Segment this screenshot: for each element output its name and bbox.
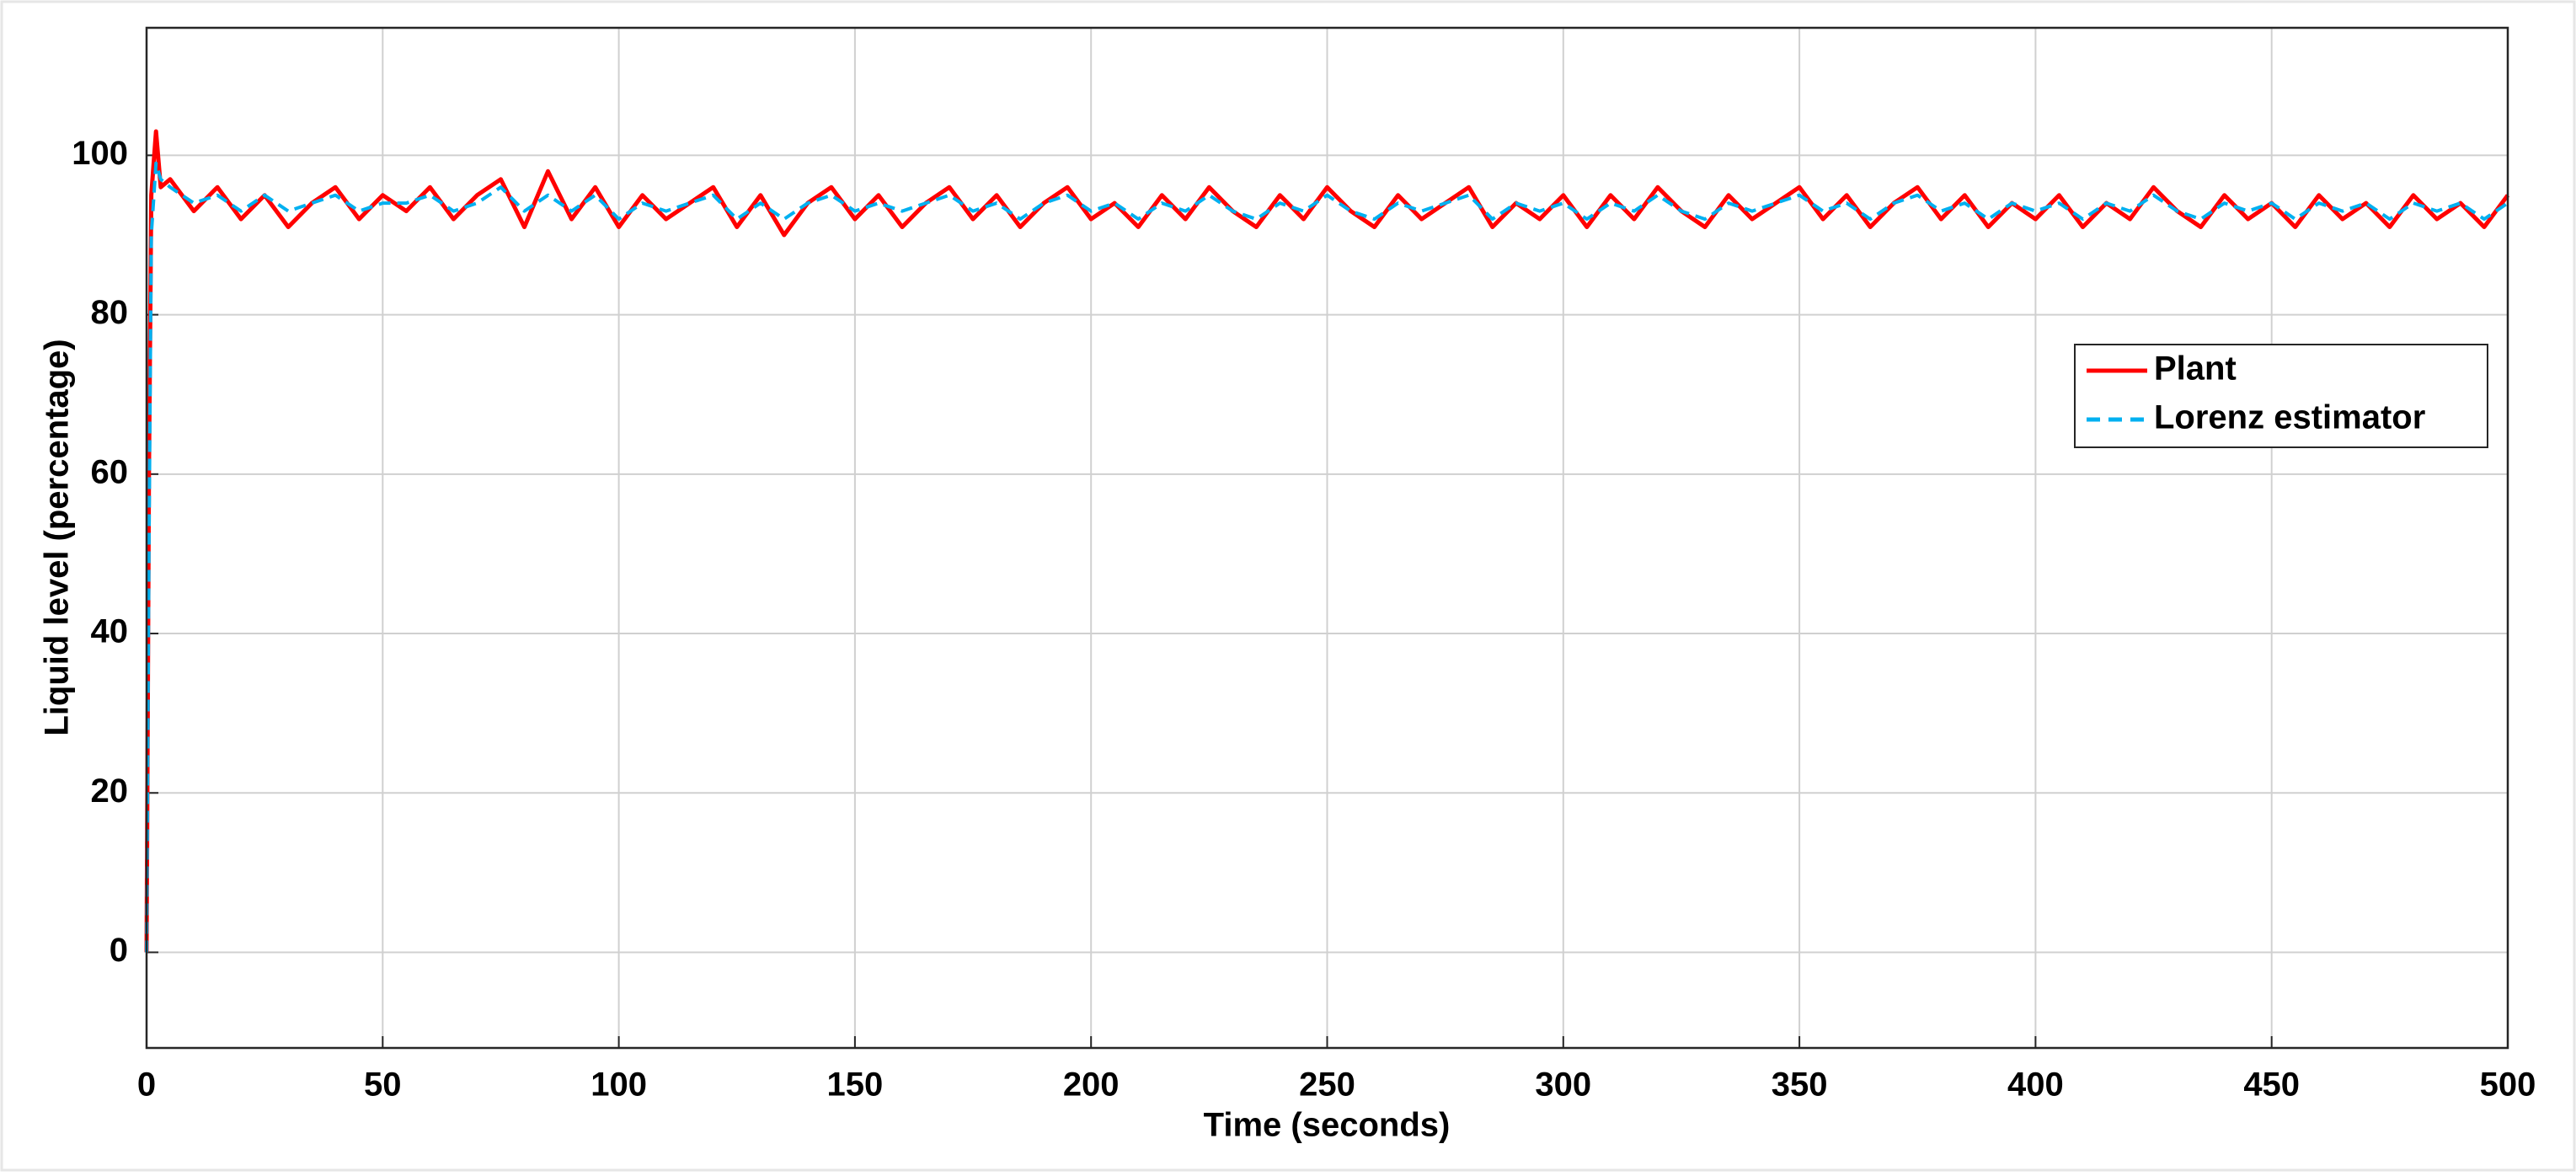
- legend-label: Plant: [2154, 350, 2237, 388]
- x-tick-label: 400: [2007, 1066, 2064, 1104]
- x-tick-label: 200: [1063, 1066, 1120, 1104]
- y-tick-label: 0: [110, 932, 128, 969]
- y-tick-label: 100: [72, 135, 128, 172]
- y-tick-label: 60: [91, 453, 129, 490]
- legend-box: [2074, 344, 2488, 448]
- y-axis-title: Liquid level (percentage): [39, 339, 76, 735]
- x-tick-label: 100: [591, 1066, 647, 1104]
- series-line: [145, 161, 2509, 953]
- x-tick-label: 500: [2480, 1066, 2536, 1104]
- x-tick-label: 150: [827, 1066, 884, 1104]
- y-tick-label: 20: [91, 772, 129, 810]
- plot-border: [145, 26, 2509, 1050]
- x-tick-label: 350: [1772, 1066, 1828, 1104]
- x-tick-label: 300: [1535, 1066, 1591, 1104]
- x-tick-label: 50: [364, 1066, 402, 1104]
- series-line: [144, 129, 2510, 953]
- y-tick-label: 40: [91, 613, 129, 650]
- x-tick-label: 450: [2243, 1066, 2300, 1104]
- x-tick-label: 0: [137, 1066, 156, 1104]
- y-tick-label: 80: [91, 294, 129, 331]
- x-axis-title: Time (seconds): [1204, 1107, 1451, 1144]
- legend-label: Lorenz estimator: [2154, 399, 2425, 436]
- x-tick-label: 250: [1299, 1066, 1355, 1104]
